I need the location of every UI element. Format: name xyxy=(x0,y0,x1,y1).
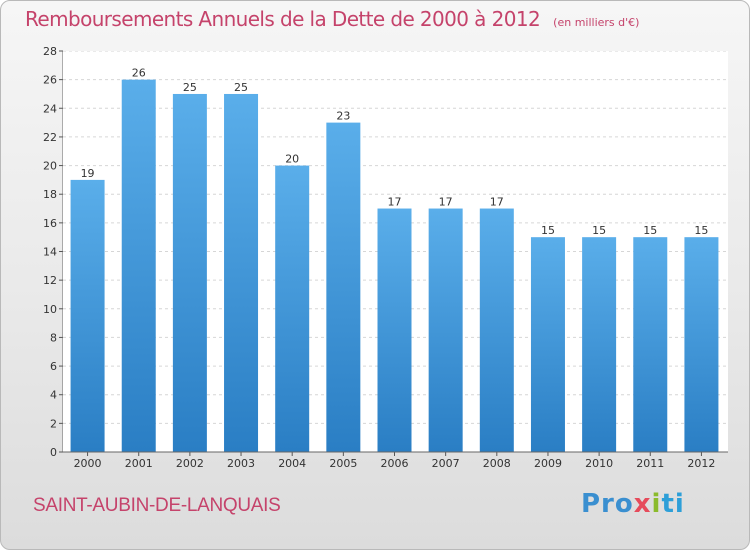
y-tick-label: 0 xyxy=(50,446,57,459)
bar-chart: 19 2000 26 2001 25 2002 25 2003 20 2004 23 2005 17 20… xyxy=(63,51,728,470)
y-tick-label: 28 xyxy=(43,45,57,58)
bar-value-label: 20 xyxy=(285,153,299,166)
bar xyxy=(70,179,105,452)
chart-subtitle: (en milliers d'€) xyxy=(553,16,640,29)
logo-part: x xyxy=(633,489,652,519)
commune-name: SAINT-AUBIN-DE-LANQUAIS xyxy=(33,495,281,516)
bar xyxy=(479,208,514,452)
bar xyxy=(582,237,617,452)
logo-part: Pro xyxy=(581,489,634,519)
x-tick-label: 2010 xyxy=(585,457,613,470)
x-tick-label: 2011 xyxy=(636,457,664,470)
bar-value-label: 23 xyxy=(336,110,350,123)
x-tick-label: 2008 xyxy=(483,457,511,470)
bar-value-label: 15 xyxy=(592,224,606,237)
bar xyxy=(275,165,310,453)
bar-value-label: 17 xyxy=(388,196,402,209)
x-tick-label: 2007 xyxy=(432,457,460,470)
bar-value-label: 17 xyxy=(439,196,453,209)
bar-value-label: 19 xyxy=(81,167,95,180)
bar-value-label: 26 xyxy=(132,67,146,80)
x-tick-label: 2002 xyxy=(176,457,204,470)
proxiti-logo: Proxiti xyxy=(581,489,685,519)
x-tick-label: 2012 xyxy=(687,457,715,470)
bar xyxy=(377,208,412,452)
y-tick-label: 10 xyxy=(43,303,57,316)
y-tick-label: 4 xyxy=(50,389,57,402)
y-tick-label: 2 xyxy=(50,417,57,430)
bar-value-label: 25 xyxy=(234,81,248,94)
x-tick-label: 2003 xyxy=(227,457,255,470)
x-tick-label: 2009 xyxy=(534,457,562,470)
bar xyxy=(121,79,156,452)
bar xyxy=(530,237,565,452)
x-tick-label: 2004 xyxy=(278,457,306,470)
y-tick-label: 18 xyxy=(43,188,57,201)
y-tick-label: 20 xyxy=(43,160,57,173)
y-tick-label: 26 xyxy=(43,74,57,87)
bar xyxy=(326,122,361,452)
bar-value-label: 17 xyxy=(490,196,504,209)
x-tick-label: 2000 xyxy=(74,457,102,470)
bar xyxy=(428,208,463,452)
y-tick-label: 8 xyxy=(50,331,57,344)
x-tick-label: 2005 xyxy=(329,457,357,470)
y-tick-label: 12 xyxy=(43,274,57,287)
bar xyxy=(633,237,668,452)
plot-area: 19 2000 26 2001 25 2002 25 2003 20 2004 23 2005 17 20… xyxy=(43,45,728,470)
bar-value-label: 15 xyxy=(643,224,657,237)
bar-value-label: 15 xyxy=(541,224,555,237)
y-tick-label: 24 xyxy=(43,102,57,115)
logo-part: i xyxy=(651,489,662,519)
bar xyxy=(684,237,719,452)
logo-part: ti xyxy=(661,489,685,519)
bar-value-label: 25 xyxy=(183,81,197,94)
chart-title: Remboursements Annuels de la Dette de 20… xyxy=(25,7,541,31)
bar xyxy=(172,93,207,452)
y-tick-label: 16 xyxy=(43,217,57,230)
bar-value-label: 15 xyxy=(694,224,708,237)
title-row: Remboursements Annuels de la Dette de 20… xyxy=(25,7,639,31)
x-tick-label: 2001 xyxy=(125,457,153,470)
x-tick-label: 2006 xyxy=(381,457,409,470)
y-tick-label: 6 xyxy=(50,360,57,373)
y-tick-label: 14 xyxy=(43,246,57,259)
y-tick-label: 22 xyxy=(43,131,57,144)
bar xyxy=(224,93,259,452)
